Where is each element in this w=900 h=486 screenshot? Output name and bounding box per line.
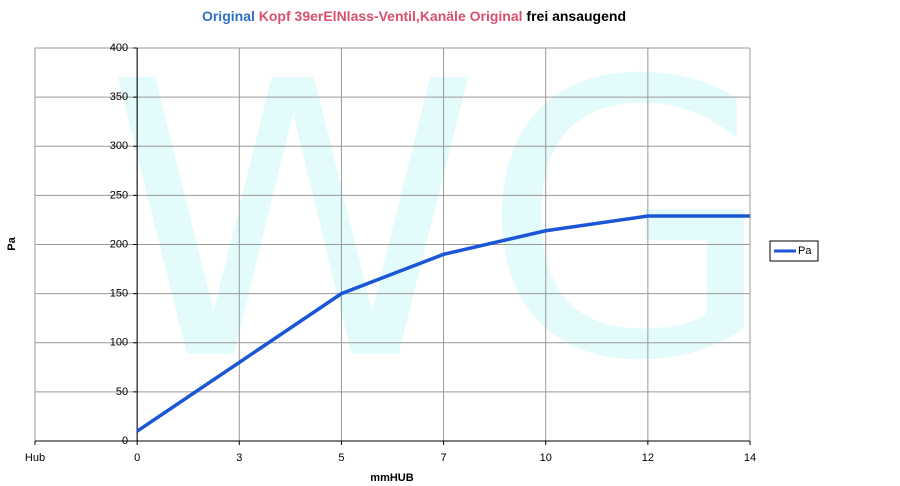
y-tick-label: 200 [110,238,128,250]
x-tick-label: Hub [25,452,45,464]
y-tick-label: 250 [110,189,128,201]
x-tick-label: 0 [134,452,140,464]
chart-title: Original Kopf 39erElNlass-Ventil,Kanäle … [202,8,626,24]
title-part: frei ansaugend [526,8,626,24]
y-tick-label: 100 [110,337,128,349]
y-tick-label: 300 [110,140,128,152]
legend-label: Pa [798,245,812,257]
x-tick-label: 10 [540,452,552,464]
y-tick-label: 150 [110,288,128,300]
title-part: Original [202,8,255,24]
y-axis-title: Pa [6,236,18,250]
watermark: WG [105,1,775,444]
y-tick-label: 400 [110,42,128,54]
x-tick-label: 7 [441,452,447,464]
data-line [136,214,750,433]
x-tick-label: 5 [338,452,344,464]
x-tick-label: 12 [642,452,654,464]
x-tick-label: 3 [236,452,242,464]
y-tick-label: 50 [116,386,128,398]
title-part: Kopf 39erElNlass-Ventil,Kanäle Original [259,8,523,24]
x-tick-label: 14 [744,452,756,464]
y-tick-label: 350 [110,91,128,103]
x-axis-title: mmHUB [370,472,413,484]
